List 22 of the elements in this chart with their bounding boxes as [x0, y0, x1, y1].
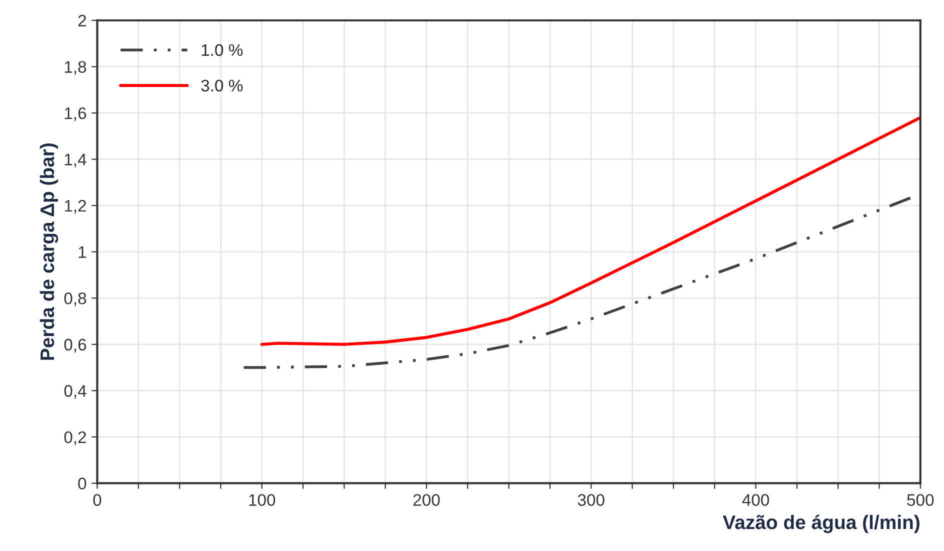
x-tick-label: 500 — [907, 494, 934, 506]
x-tick-label: 100 — [249, 494, 276, 506]
y-tick-label: 0 — [78, 478, 86, 490]
y-tick-label: 1,6 — [64, 107, 86, 122]
legend-label: 3.0 % — [201, 80, 243, 92]
y-tick-label: 1,8 — [64, 61, 86, 75]
y-tick-label: 1,2 — [64, 200, 86, 214]
y-tick-label: 0,4 — [64, 385, 86, 399]
x-tick-label: 300 — [578, 494, 604, 506]
y-tick-label: 0,8 — [64, 292, 86, 306]
y-tick-label: 2 — [78, 14, 86, 26]
y-tick-label: 0,6 — [64, 338, 86, 353]
y-tick-label: 0,2 — [64, 431, 86, 446]
x-tick-label: 400 — [742, 494, 770, 506]
legend-label: 1.0 % — [202, 44, 243, 56]
x-axis-title: Vazão de água (l/min) — [722, 514, 920, 534]
x-tick-label: 200 — [413, 494, 440, 506]
x-tick-label: 0 — [93, 494, 102, 506]
y-tick-label: 1 — [78, 246, 86, 258]
y-tick-label: 1,4 — [64, 154, 86, 168]
y-axis-title: Perda de carga Δp (bar) — [40, 143, 58, 360]
line-series — [260, 116, 920, 346]
